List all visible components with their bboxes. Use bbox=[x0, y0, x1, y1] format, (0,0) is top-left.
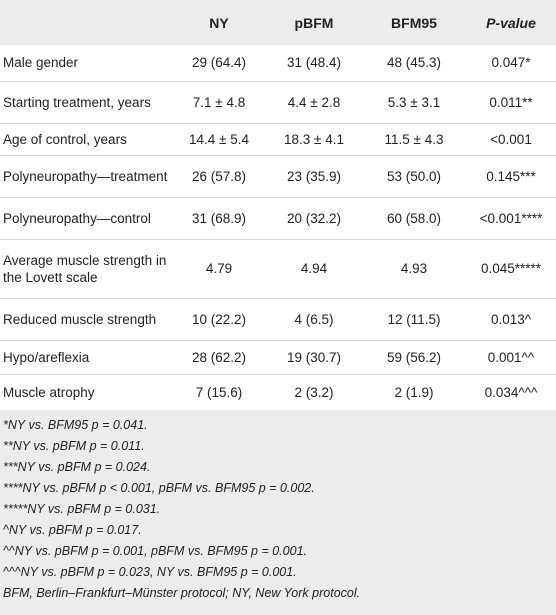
cell-p-value: <0.001**** bbox=[479, 210, 543, 226]
cell-p-value: 0.011** bbox=[489, 94, 533, 110]
cell-p-value: 0.001^^ bbox=[487, 349, 535, 365]
cell-pbfm: 23 (35.9) bbox=[286, 168, 342, 184]
cell-p-value: 0.045***** bbox=[480, 261, 542, 276]
cell-ny: 26 (57.8) bbox=[191, 168, 247, 184]
footnote: **NY vs. pBFM p = 0.011. bbox=[3, 439, 145, 453]
cell-p-value: 0.013^ bbox=[490, 311, 532, 327]
cell-p-value: <0.001 bbox=[490, 131, 532, 147]
table-row: Age of control, years 14.4 ± 5.4 18.3 ± … bbox=[0, 123, 556, 155]
cell-ny: 7.1 ± 4.8 bbox=[192, 94, 246, 110]
header-ny: NY bbox=[209, 14, 229, 31]
row-label: Muscle atrophy bbox=[3, 384, 95, 400]
footnote: ^^NY vs. pBFM p = 0.001, pBFM vs. BFM95 … bbox=[3, 544, 307, 558]
cell-bfm95: 2 (1.9) bbox=[394, 384, 434, 400]
cell-ny: 29 (64.4) bbox=[191, 55, 247, 71]
cell-bfm95: 4.93 bbox=[400, 261, 428, 276]
cell-pbfm: 4.4 ± 2.8 bbox=[287, 94, 341, 110]
row-label: Polyneuropathy—control bbox=[3, 210, 151, 226]
cell-ny: 10 (22.2) bbox=[191, 311, 247, 327]
cell-ny: 31 (68.9) bbox=[191, 210, 247, 226]
cell-pbfm: 4.94 bbox=[300, 261, 328, 276]
footnote: ****NY vs. pBFM p < 0.001, pBFM vs. BFM9… bbox=[3, 481, 315, 495]
cell-pbfm: 4 (6.5) bbox=[294, 311, 334, 327]
cell-ny: 7 (15.6) bbox=[195, 384, 243, 400]
cell-bfm95: 11.5 ± 4.3 bbox=[384, 131, 444, 147]
cell-bfm95: 59 (56.2) bbox=[386, 349, 442, 365]
cell-bfm95: 53 (50.0) bbox=[386, 168, 442, 184]
table-row: Hypo/areflexia 28 (62.2) 19 (30.7) 59 (5… bbox=[0, 340, 556, 374]
cell-p-value: 0.034^^^ bbox=[484, 384, 538, 400]
footnote: *NY vs. BFM95 p = 0.041. bbox=[3, 418, 148, 432]
table-row: Male gender 29 (64.4) 31 (48.4) 48 (45.3… bbox=[0, 45, 556, 81]
footnote: *****NY vs. pBFM p = 0.031. bbox=[3, 502, 161, 516]
row-label: Male gender bbox=[3, 55, 79, 71]
table-row: Starting treatment, years 7.1 ± 4.8 4.4 … bbox=[0, 81, 556, 123]
table-row: Muscle atrophy 7 (15.6) 2 (3.2) 2 (1.9) … bbox=[0, 374, 556, 410]
table-row: Reduced muscle strength 10 (22.2) 4 (6.5… bbox=[0, 298, 556, 340]
table-row: Average muscle strength in the Lovett sc… bbox=[0, 239, 556, 298]
footnote: ^NY vs. pBFM p = 0.017. bbox=[3, 523, 142, 537]
row-label: Reduced muscle strength bbox=[3, 311, 157, 327]
cell-p-value: 0.145*** bbox=[486, 168, 536, 184]
footnote: ***NY vs. pBFM p = 0.024. bbox=[3, 460, 151, 474]
cell-pbfm: 18.3 ± 4.1 bbox=[284, 131, 344, 147]
cell-pbfm: 2 (3.2) bbox=[294, 384, 334, 400]
cell-bfm95: 60 (58.0) bbox=[386, 210, 442, 226]
row-label: Starting treatment, years bbox=[3, 94, 151, 110]
cell-pbfm: 20 (32.2) bbox=[286, 210, 342, 226]
footnote: ^^^NY vs. pBFM p = 0.023, NY vs. BFM95 p… bbox=[3, 565, 297, 579]
cell-ny: 28 (62.2) bbox=[191, 349, 247, 365]
footnote: BFM, Berlin–Frankfurt–Münster protocol; … bbox=[3, 586, 361, 600]
cell-bfm95: 5.3 ± 3.1 bbox=[387, 94, 441, 110]
header-bfm95: BFM95 bbox=[391, 14, 437, 31]
footnotes: *NY vs. BFM95 p = 0.041. **NY vs. pBFM p… bbox=[0, 410, 556, 615]
header-pbfm: pBFM bbox=[294, 14, 334, 31]
cell-p-value: 0.047* bbox=[491, 55, 531, 71]
cell-ny: 14.4 ± 5.4 bbox=[189, 131, 249, 147]
header-row: NY pBFM BFM95 P-value bbox=[0, 0, 556, 45]
cell-ny: 4.79 bbox=[205, 261, 233, 276]
results-table: NY pBFM BFM95 P-value Male gender 29 (64… bbox=[0, 0, 556, 410]
cell-pbfm: 19 (30.7) bbox=[286, 349, 342, 365]
table-row: Polyneuropathy—control 31 (68.9) 20 (32.… bbox=[0, 197, 556, 239]
row-label: Hypo/areflexia bbox=[3, 349, 90, 365]
cell-bfm95: 12 (11.5) bbox=[387, 311, 441, 327]
cell-bfm95: 48 (45.3) bbox=[386, 55, 442, 71]
table-row: Polyneuropathy—treatment 26 (57.8) 23 (3… bbox=[0, 155, 556, 197]
header-p-value: P-value bbox=[486, 14, 536, 31]
cell-pbfm: 31 (48.4) bbox=[286, 55, 342, 71]
header-blank bbox=[0, 0, 172, 45]
row-label: Polyneuropathy—treatment bbox=[3, 168, 168, 184]
row-label: Average muscle strength in the Lovett sc… bbox=[3, 252, 167, 285]
row-label: Age of control, years bbox=[3, 131, 127, 147]
